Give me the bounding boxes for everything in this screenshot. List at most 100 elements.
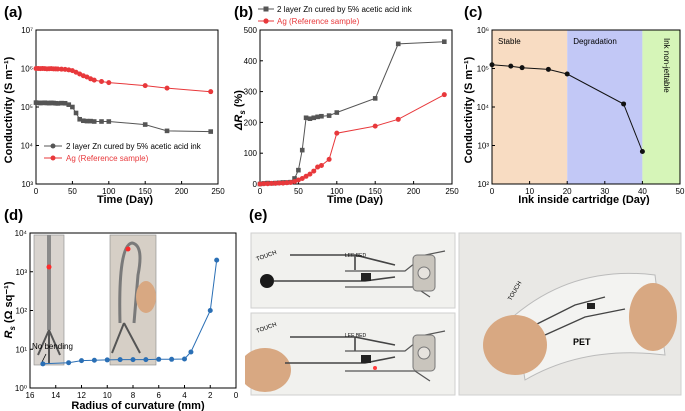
x-tick-label: 14 bbox=[51, 391, 60, 400]
data-point bbox=[315, 114, 320, 120]
data-point bbox=[395, 116, 401, 122]
data-point bbox=[307, 171, 313, 177]
photo-circuit-flat: TOUCH LEE BED bbox=[250, 232, 456, 309]
data-point bbox=[319, 113, 324, 119]
data-point bbox=[117, 357, 123, 363]
x-tick-label: 200 bbox=[407, 187, 421, 196]
data-point bbox=[265, 181, 271, 187]
sign-label: LEE BED bbox=[345, 333, 367, 339]
legend: 2 layer Zn cured by 5% acetic acid ink A… bbox=[258, 5, 413, 26]
y-tick-label: 10⁴ bbox=[21, 142, 34, 151]
legend-entry-zn: 2 layer Zn cured by 5% acetic acid ink bbox=[277, 5, 413, 14]
data-point bbox=[59, 100, 64, 106]
y-tick-label: 500 bbox=[244, 26, 258, 35]
y-tick-label: 10⁰ bbox=[15, 384, 27, 393]
y-tick-label: 10² bbox=[477, 180, 489, 189]
data-point bbox=[295, 177, 301, 183]
data-point bbox=[164, 85, 170, 91]
data-point bbox=[639, 148, 645, 154]
data-point bbox=[81, 118, 86, 124]
y-tick-label: 10³ bbox=[477, 142, 489, 151]
region-0 bbox=[492, 30, 568, 184]
panel-e-photos: (e) TOUCH LEE BED TOUCH LEE BED TOUCH PE… bbox=[245, 207, 682, 396]
region-label: Ink non-jettable bbox=[662, 38, 671, 93]
region-2 bbox=[642, 30, 680, 184]
y-tick-label: 10⁵ bbox=[21, 103, 33, 112]
data-point bbox=[88, 118, 93, 124]
panel-label-b: (b) bbox=[234, 4, 253, 21]
chart-d: (d) 16 14 12 10 8 6 4 2 0 10⁰ 10¹ 10² 10³ 10⁴ Radius … bbox=[3, 207, 239, 411]
chart-a: (a) 0 50 100 150 200 250 10³ 10⁴ 10⁵ 10⁶ 10⁷ Time … bbox=[3, 4, 225, 205]
data-point bbox=[296, 167, 301, 173]
data-point bbox=[99, 119, 104, 124]
x-tick-label: 150 bbox=[139, 187, 153, 196]
legend: 2 layer Zn cured by 5% acetic acid ink A… bbox=[44, 142, 202, 163]
data-point bbox=[311, 115, 317, 121]
data-point bbox=[40, 361, 46, 367]
x-tick-label: 50 bbox=[676, 187, 685, 196]
data-point bbox=[58, 66, 64, 72]
data-point bbox=[261, 181, 267, 187]
inset-photo-bent bbox=[109, 234, 157, 366]
data-point bbox=[326, 156, 332, 162]
data-point bbox=[315, 164, 321, 170]
legend-entry-zn: 2 layer Zn cured by 5% acetic acid ink bbox=[66, 142, 202, 151]
x-tick-label: 100 bbox=[102, 187, 116, 196]
x-tick-label: 12 bbox=[77, 391, 86, 400]
x-tick-label: 50 bbox=[68, 187, 77, 196]
data-point bbox=[272, 180, 278, 186]
data-point bbox=[99, 78, 105, 84]
data-point bbox=[169, 356, 175, 362]
panel-label-d: (d) bbox=[4, 207, 23, 224]
x-axis-label: Ink inside cartridge (Day) bbox=[518, 194, 650, 205]
data-point bbox=[545, 66, 551, 72]
y-tick-label: 0 bbox=[253, 180, 258, 189]
data-point bbox=[299, 175, 305, 181]
data-point bbox=[70, 104, 75, 110]
y-axis-label: ΔRs (%) bbox=[233, 90, 247, 131]
data-point bbox=[292, 179, 298, 185]
data-point bbox=[62, 100, 68, 106]
x-tick-label: 10 bbox=[525, 187, 534, 196]
data-point bbox=[564, 71, 570, 77]
y-tick-label: 10⁵ bbox=[477, 65, 489, 74]
inset-photo-flat bbox=[33, 234, 65, 366]
data-point bbox=[55, 66, 61, 72]
data-point bbox=[441, 92, 447, 98]
y-tick-label: 10⁶ bbox=[21, 65, 33, 74]
data-point bbox=[284, 180, 290, 186]
data-point bbox=[91, 77, 97, 83]
y-tick-label: 10² bbox=[15, 307, 27, 316]
data-point bbox=[106, 80, 112, 86]
x-tick-label: 200 bbox=[175, 187, 189, 196]
photo-circuit-touch: TOUCH LEE BED bbox=[245, 312, 456, 396]
y-tick-label: 300 bbox=[244, 88, 258, 97]
data-point bbox=[164, 128, 170, 134]
region-label: Degradation bbox=[573, 37, 617, 46]
y-tick-label: 200 bbox=[244, 118, 258, 127]
data-point bbox=[372, 123, 378, 129]
y-tick-label: 10⁴ bbox=[477, 103, 490, 112]
data-point bbox=[73, 110, 79, 116]
data-point bbox=[334, 130, 340, 136]
region-1 bbox=[567, 30, 643, 184]
data-point bbox=[299, 147, 305, 153]
data-point bbox=[292, 176, 297, 181]
data-point bbox=[91, 119, 97, 124]
x-tick-label: 250 bbox=[211, 187, 225, 196]
x-tick-label: 40 bbox=[638, 187, 647, 196]
data-point bbox=[142, 83, 148, 89]
data-point bbox=[318, 163, 324, 169]
data-point bbox=[276, 180, 282, 186]
x-tick-label: 150 bbox=[369, 187, 383, 196]
y-tick-label: 100 bbox=[244, 149, 258, 158]
legend-entry-ag: Ag (Reference sample) bbox=[277, 17, 360, 26]
y-tick-label: 10³ bbox=[15, 268, 27, 277]
x-tick-label: 0 bbox=[258, 187, 263, 196]
legend-marker-ag bbox=[263, 18, 269, 24]
legend-marker-zn bbox=[263, 6, 269, 12]
y-axis-label: Rs (Ω sq⁻¹) bbox=[3, 281, 17, 338]
legend-marker-ag bbox=[50, 155, 56, 161]
series-line-0 bbox=[35, 102, 211, 133]
